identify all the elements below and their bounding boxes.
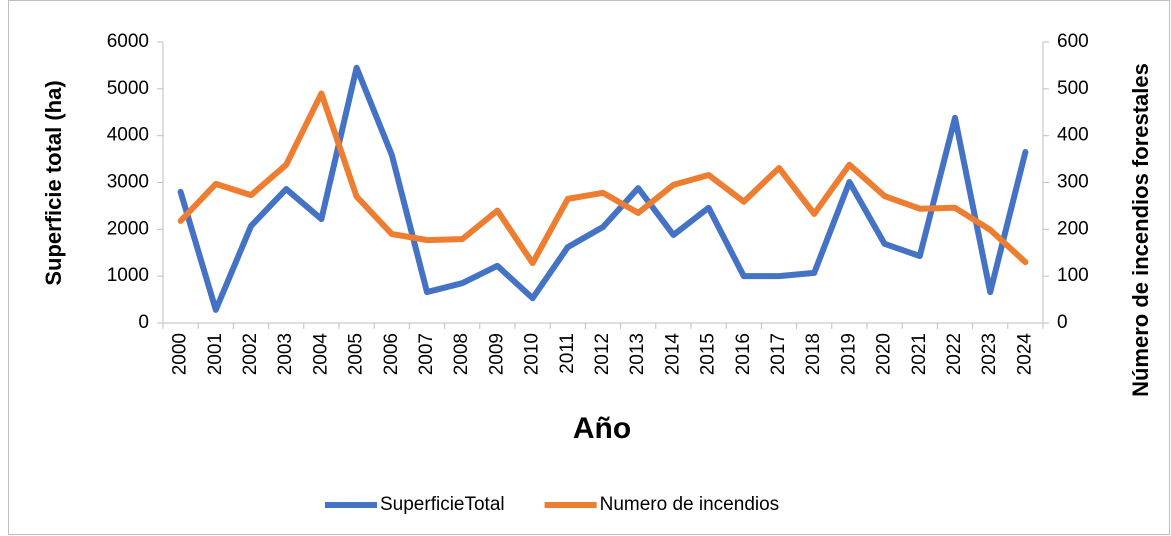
x-tick-label: 2008 bbox=[451, 333, 472, 375]
x-tick-label: 2018 bbox=[803, 333, 824, 375]
x-axis-title: Año bbox=[573, 412, 631, 445]
x-tick-label: 2000 bbox=[170, 333, 191, 375]
y-tick-label: 5000 bbox=[107, 78, 149, 99]
x-tick-label: 2006 bbox=[381, 333, 402, 375]
x-tick-label: 2017 bbox=[768, 333, 789, 375]
y-tick-label: 2000 bbox=[107, 218, 149, 239]
x-tick-label: 2021 bbox=[909, 333, 930, 375]
y2-tick-label: 500 bbox=[1057, 78, 1089, 99]
y-tick-label: 0 bbox=[138, 312, 149, 333]
x-tick-label: 2019 bbox=[838, 333, 859, 375]
y-tick-label: 3000 bbox=[107, 172, 149, 193]
x-tick-label: 2002 bbox=[240, 333, 261, 375]
x-tick-label: 2011 bbox=[557, 333, 578, 374]
legend-label: Numero de incendios bbox=[600, 494, 780, 515]
y-tick-label: 6000 bbox=[107, 31, 149, 52]
x-tick-label: 2009 bbox=[486, 333, 507, 375]
x-tick-label: 2014 bbox=[662, 333, 683, 376]
x-tick-label: 2024 bbox=[1014, 333, 1035, 376]
x-tick-label: 2022 bbox=[944, 333, 965, 375]
y2-axis-title: Número de incendios forestales bbox=[1128, 63, 1153, 397]
legend-label: SuperficieTotal bbox=[380, 494, 505, 515]
x-tick-label: 2007 bbox=[416, 333, 437, 375]
y2-tick-label: 100 bbox=[1057, 265, 1089, 286]
y2-tick-label: 600 bbox=[1057, 31, 1089, 52]
series-line bbox=[177, 90, 1029, 267]
x-tick-label: 2001 bbox=[205, 333, 226, 375]
y2-tick-label: 200 bbox=[1057, 218, 1089, 239]
x-tick-label: 2010 bbox=[522, 333, 543, 375]
x-tick-label: 2005 bbox=[346, 333, 367, 375]
y2-tick-label: 300 bbox=[1057, 172, 1089, 193]
x-tick-label: 2013 bbox=[627, 333, 648, 375]
x-tick-label: 2004 bbox=[310, 333, 331, 376]
series-line bbox=[177, 64, 1029, 313]
y2-tick-label: 400 bbox=[1057, 125, 1089, 146]
y2-tick-label: 0 bbox=[1057, 312, 1068, 333]
x-tick-label: 2012 bbox=[592, 333, 613, 375]
y-tick-label: 4000 bbox=[107, 125, 149, 146]
x-tick-label: 2016 bbox=[733, 333, 754, 375]
x-tick-label: 2015 bbox=[698, 333, 719, 375]
x-tick-label: 2020 bbox=[874, 333, 895, 375]
y-tick-label: 1000 bbox=[107, 265, 149, 286]
y-axis-title: Superficie total (ha) bbox=[41, 80, 66, 285]
x-tick-label: 2023 bbox=[979, 333, 1000, 375]
x-tick-label: 2003 bbox=[275, 333, 296, 375]
